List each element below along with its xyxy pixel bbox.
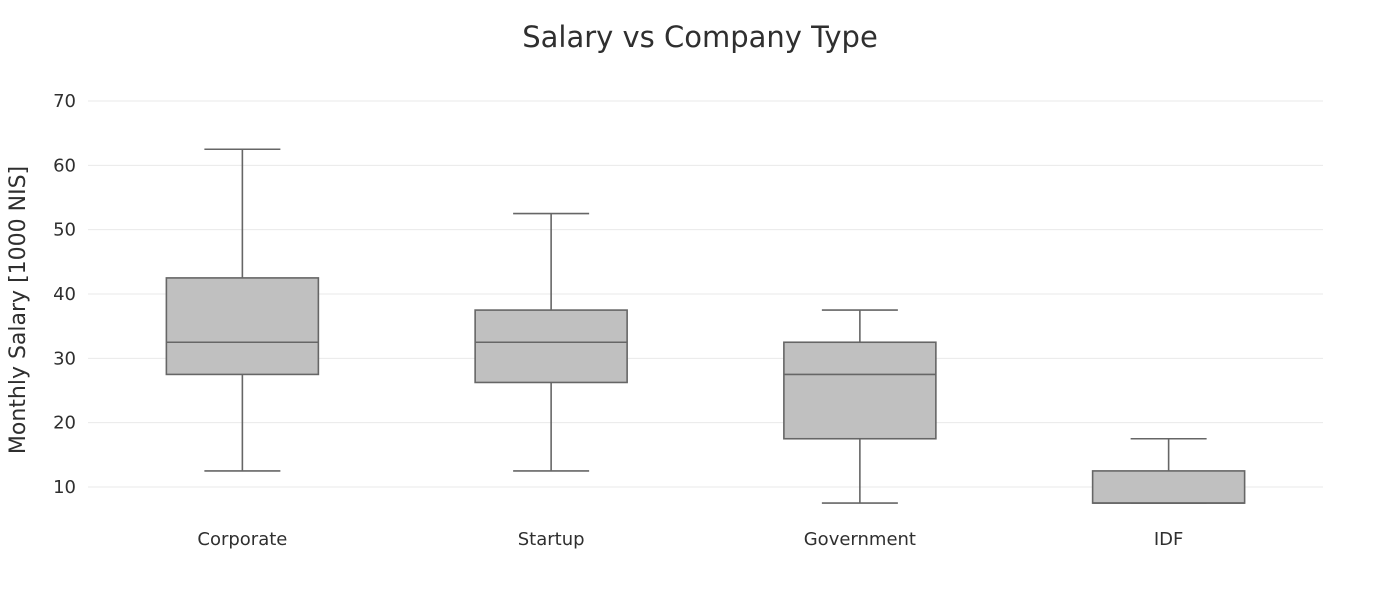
x-category-label: Startup [518,529,585,550]
y-tick-label: 30 [53,348,76,369]
y-axis-ticks: 10 20 30 40 50 60 70 [53,91,76,498]
box-government [783,309,937,504]
y-tick-label: 60 [53,155,76,176]
box-corporate [165,148,320,472]
box-startup [474,212,628,472]
y-tick-label: 40 [53,284,76,305]
x-axis-categories: Corporate Startup Government IDF [197,529,1183,550]
box-idf [1091,437,1246,504]
x-category-label: IDF [1154,529,1184,550]
iqr-box [783,341,937,440]
iqr-box [1091,470,1246,504]
y-tick-label: 70 [53,91,76,112]
y-tick-label: 50 [53,220,76,241]
x-category-label: Government [804,529,916,550]
y-tick-label: 10 [53,477,76,498]
x-category-label: Corporate [197,529,287,550]
y-tick-label: 20 [53,413,76,434]
y-axis-label: Monthly Salary [1000 NIS] [6,166,31,454]
iqr-box [474,309,628,384]
box-series [165,148,1246,504]
chart-title: Salary vs Company Type [522,20,878,54]
iqr-box [165,277,320,376]
